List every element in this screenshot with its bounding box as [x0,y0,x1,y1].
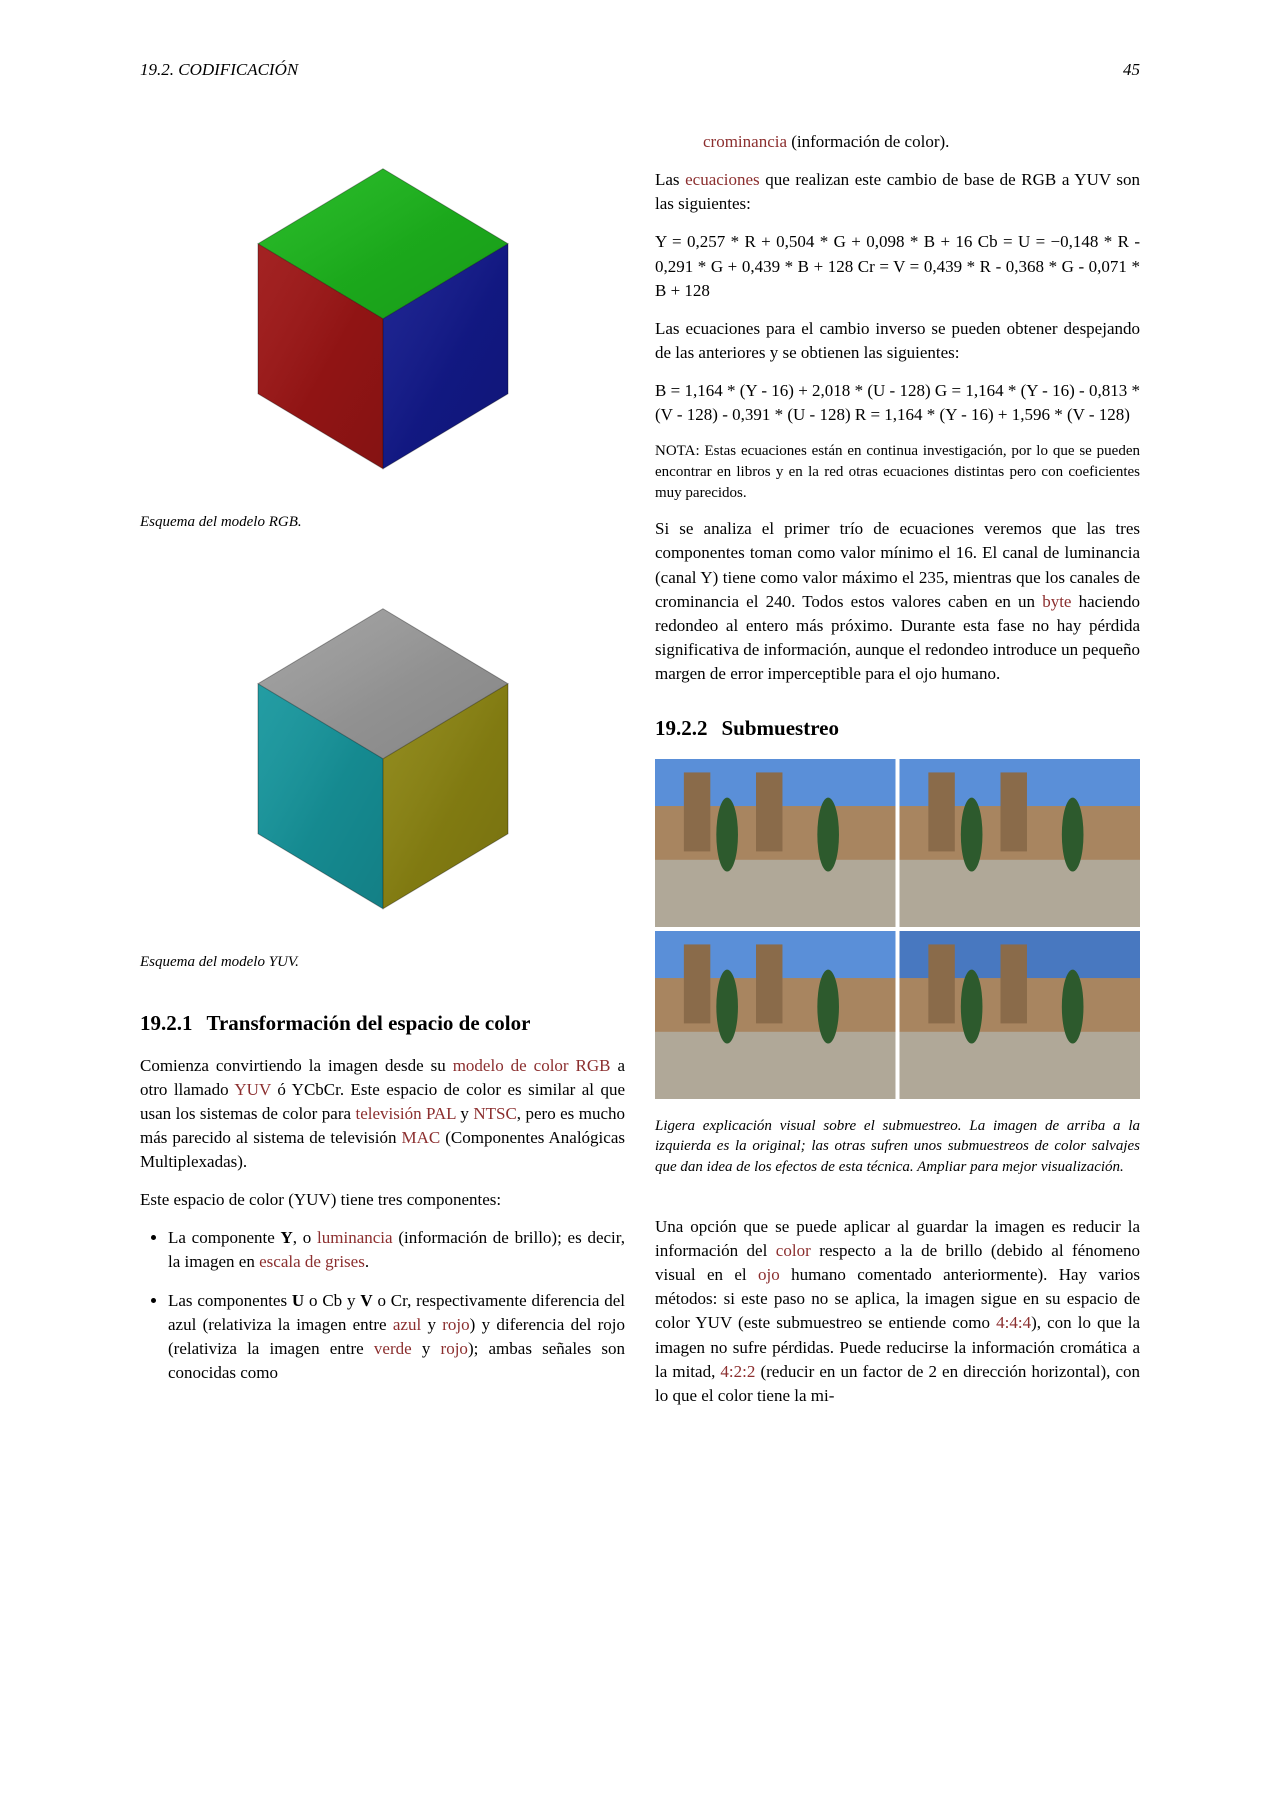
para-eq-intro: Las ecuaciones que realizan este cambio … [655,168,1140,216]
link-crominancia[interactable]: crominancia [703,132,787,151]
figure-rgb-cube: Esquema del modelo RGB. [140,130,625,532]
list-yuv-components: La componente Y, o luminancia (informaci… [140,1226,625,1385]
link-ojo[interactable]: ojo [758,1265,780,1284]
link-ntsc[interactable]: NTSC [473,1104,516,1123]
link-rojo[interactable]: rojo [442,1315,469,1334]
link-422[interactable]: 4:2:2 [720,1362,755,1381]
list-item: Las componentes U o Cb y V o Cr, respect… [168,1289,625,1386]
figure-yuv-cube: Esquema del modelo YUV. [140,570,625,972]
link-luminancia[interactable]: luminancia [317,1228,393,1247]
header-section: 19.2. CODIFICACIÓN [140,60,298,80]
page-number: 45 [1123,60,1140,80]
list-item: La componente Y, o luminancia (informaci… [168,1226,625,1274]
equation-rgb-to-yuv: Y = 0,257 * R + 0,504 * G + 0,098 * B + … [655,230,1140,302]
heading-1922: 19.2.2Submuestreo [655,716,1140,741]
link-rojo-2[interactable]: rojo [441,1339,468,1358]
figure-submuestreo: Ligera explicación visual sobre el submu… [655,759,1140,1177]
link-color[interactable]: color [776,1241,811,1260]
link-444[interactable]: 4:4:4 [996,1313,1031,1332]
para-submuestreo: Una opción que se puede aplicar al guard… [655,1215,1140,1408]
equation-yuv-to-rgb: B = 1,164 * (Y - 16) + 2,018 * (U - 128)… [655,379,1140,427]
link-escala-grises[interactable]: escala de grises [259,1252,365,1271]
link-verde[interactable]: verde [374,1339,412,1358]
caption-yuv: Esquema del modelo YUV. [140,952,625,972]
para-analiza: Si se analiza el primer trío de ecuacion… [655,517,1140,686]
link-ecuaciones[interactable]: ecuaciones [685,170,760,189]
nota: NOTA: Estas ecuaciones están en continua… [655,441,1140,503]
link-yuv[interactable]: YUV [234,1080,271,1099]
para-inverse: Las ecuaciones para el cambio inverso se… [655,317,1140,365]
link-modelo-rgb[interactable]: modelo de color RGB [453,1056,611,1075]
caption-rgb: Esquema del modelo RGB. [140,512,625,532]
link-azul[interactable]: azul [393,1315,421,1334]
link-pal[interactable]: televisión PAL [355,1104,455,1123]
para-crominancia: crominancia (información de color). [655,130,1140,154]
link-byte[interactable]: byte [1042,592,1071,611]
para-1921-1: Comienza convirtiendo la imagen desde su… [140,1054,625,1175]
link-mac[interactable]: MAC [402,1128,441,1147]
heading-1921: 19.2.1Transformación del espacio de colo… [140,1011,625,1036]
caption-submuestreo: Ligera explicación visual sobre el submu… [655,1116,1140,1177]
para-1921-2: Este espacio de color (YUV) tiene tres c… [140,1188,625,1212]
